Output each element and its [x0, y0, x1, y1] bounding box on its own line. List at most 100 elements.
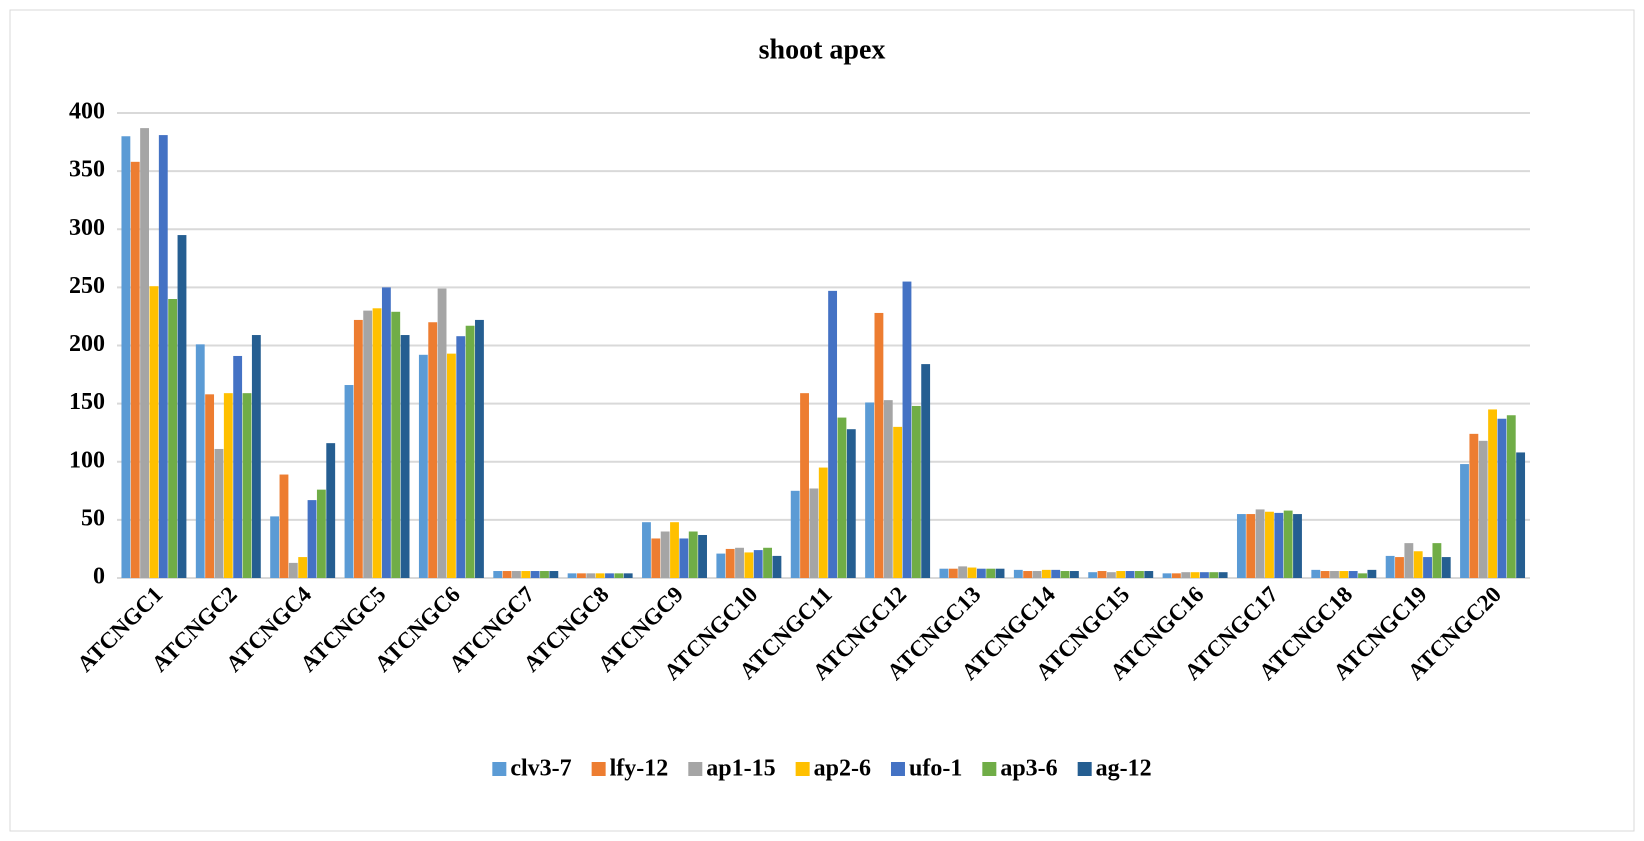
bar [140, 128, 150, 579]
bar [446, 353, 456, 578]
bar [1506, 415, 1516, 578]
bar [1162, 573, 1172, 578]
bar [605, 573, 614, 578]
bar [837, 417, 847, 578]
bar [233, 355, 243, 578]
bar [1190, 572, 1200, 578]
legend-swatch [591, 762, 606, 776]
bar [679, 538, 689, 578]
bar [298, 557, 308, 578]
bar [288, 562, 298, 578]
legend-label: ap1-15 [706, 756, 775, 782]
bar [1236, 514, 1246, 578]
bar [344, 385, 354, 578]
bar [660, 531, 670, 578]
bar [865, 402, 874, 578]
bar [1339, 571, 1349, 578]
bar [1460, 464, 1469, 578]
bar [939, 568, 949, 578]
bar [763, 547, 773, 578]
bar [623, 573, 633, 578]
bar [642, 522, 651, 578]
bar [540, 571, 549, 578]
bar [1432, 543, 1442, 578]
legend-swatch [492, 762, 507, 776]
bar [818, 467, 828, 578]
bar [911, 405, 921, 578]
legend-swatch [688, 762, 703, 776]
bar [521, 571, 531, 578]
bar [883, 400, 893, 578]
legend-label: ap2-6 [814, 756, 871, 782]
legend-label: ap3-6 [1000, 756, 1057, 782]
bar [1032, 571, 1042, 578]
bar [530, 571, 540, 578]
bar [1088, 572, 1098, 578]
bar [1385, 555, 1395, 578]
bar [418, 354, 428, 578]
bar [1200, 572, 1209, 578]
bar [1358, 573, 1367, 578]
bar [1181, 572, 1191, 578]
bar [725, 548, 735, 578]
bar [363, 310, 373, 578]
bar [967, 567, 977, 578]
bar [270, 516, 280, 578]
bar [437, 288, 447, 578]
chart-title: shoot apex [759, 34, 886, 65]
bar [1134, 571, 1144, 578]
bar [158, 135, 168, 578]
bar [1171, 573, 1181, 578]
bar [1125, 571, 1135, 578]
bar [1144, 571, 1154, 578]
bar [1488, 409, 1497, 578]
bar [744, 552, 754, 578]
bar [1255, 509, 1265, 578]
bar [688, 531, 698, 578]
bar [586, 573, 596, 578]
bar [1116, 571, 1126, 578]
bar [1041, 569, 1051, 578]
bar [1246, 514, 1256, 578]
bar [800, 393, 809, 578]
bar [1348, 571, 1358, 578]
bar [772, 555, 782, 578]
legend-swatch [890, 762, 905, 776]
bar [577, 573, 586, 578]
bar [1293, 514, 1302, 578]
bar [353, 319, 363, 578]
bar [549, 571, 559, 578]
bar [735, 547, 744, 578]
bar [465, 325, 475, 578]
legend-label: ag-12 [1096, 756, 1152, 782]
bar [976, 568, 986, 578]
bar [242, 393, 252, 578]
y-tick-label: 200 [69, 331, 105, 357]
bar [400, 335, 410, 578]
bar [1097, 571, 1107, 578]
bar [1413, 551, 1423, 578]
legend-label: clv3-7 [510, 756, 571, 782]
bar [986, 568, 996, 578]
bar [1106, 572, 1116, 578]
bar [1404, 543, 1414, 578]
bar [790, 490, 800, 578]
bar [1330, 571, 1339, 578]
bar [372, 308, 382, 578]
bar [670, 522, 679, 578]
bar [168, 299, 178, 578]
bar [1051, 569, 1061, 578]
bar [1274, 512, 1284, 578]
bar [121, 136, 131, 578]
legend-swatch [1077, 762, 1092, 776]
y-tick-label: 350 [69, 157, 105, 183]
bar [251, 335, 261, 578]
bar [958, 566, 968, 578]
bar [1469, 433, 1479, 578]
bar [223, 393, 233, 578]
bar [846, 429, 856, 578]
bar [995, 568, 1005, 578]
bar [1311, 569, 1321, 578]
bar [428, 322, 438, 578]
